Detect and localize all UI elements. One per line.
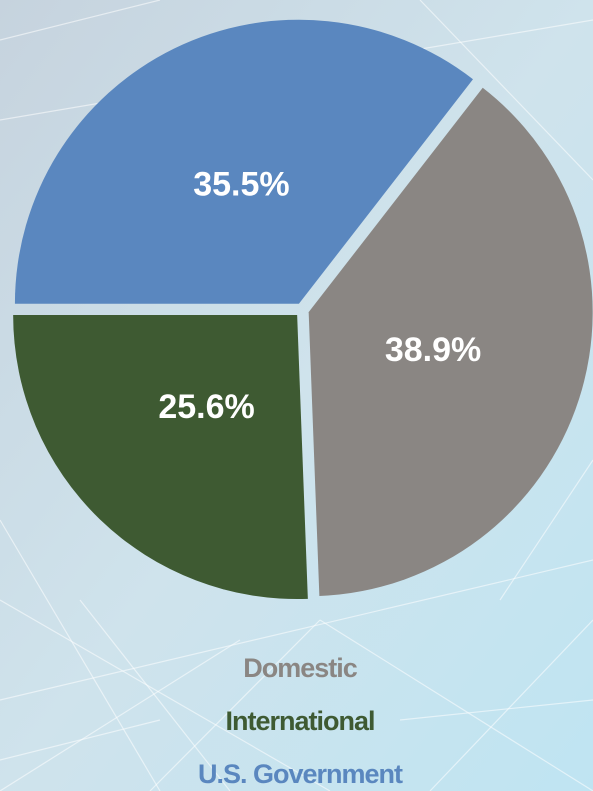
legend: Domestic International U.S. Government — [198, 653, 404, 789]
data-label: 35.5% — [193, 165, 289, 203]
pie-slice — [308, 87, 593, 596]
legend-entry: U.S. Government — [198, 759, 403, 789]
data-label: 38.9% — [385, 331, 481, 369]
pie-slice — [13, 315, 308, 600]
pie-slice — [14, 19, 473, 304]
pie: 38.9% 25.6% 35.5% — [13, 19, 593, 600]
data-label: 25.6% — [158, 388, 254, 426]
legend-entry: International — [225, 706, 374, 736]
legend-entry: Domestic — [243, 653, 358, 683]
